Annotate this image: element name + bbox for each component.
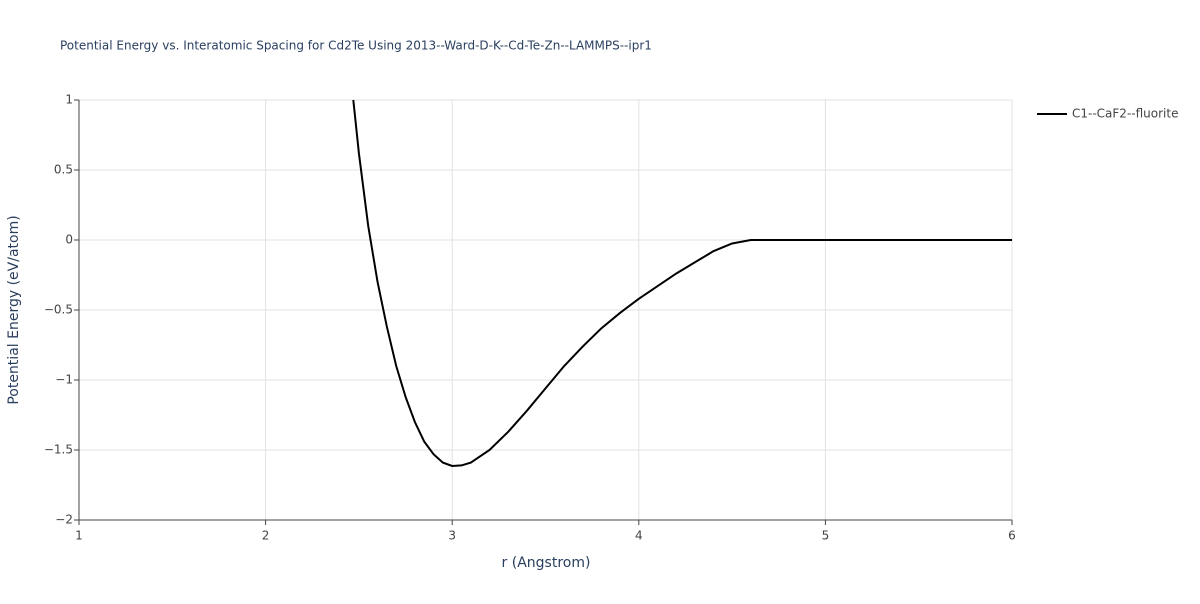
x-tick-label: 5 — [822, 529, 830, 543]
line — [352, 99, 1012, 467]
y-tick-label: 0.5 — [54, 163, 73, 177]
y-axis-title: Potential Energy (eV/atom) — [6, 215, 22, 404]
y-tick-label: −0.5 — [44, 303, 73, 317]
y-tick-label: −1.5 — [44, 443, 73, 457]
x-tick-label: 3 — [448, 529, 456, 543]
y-tick-label: −1 — [55, 373, 73, 387]
x-tick-label: 4 — [635, 529, 643, 543]
x-axis-title: r (Angstrom) — [502, 555, 591, 571]
x-tick-label: 2 — [262, 529, 270, 543]
chart-title: Potential Energy vs. Interatomic Spacing… — [60, 39, 652, 53]
legend-label: C1--CaF2--fluorite — [1072, 107, 1178, 121]
y-tick-label: −2 — [55, 513, 73, 527]
y-tick-label: 1 — [65, 93, 73, 107]
y-tick-label: 0 — [65, 233, 73, 247]
x-tick-label: 1 — [75, 529, 83, 543]
x-tick-label: 6 — [1008, 529, 1016, 543]
